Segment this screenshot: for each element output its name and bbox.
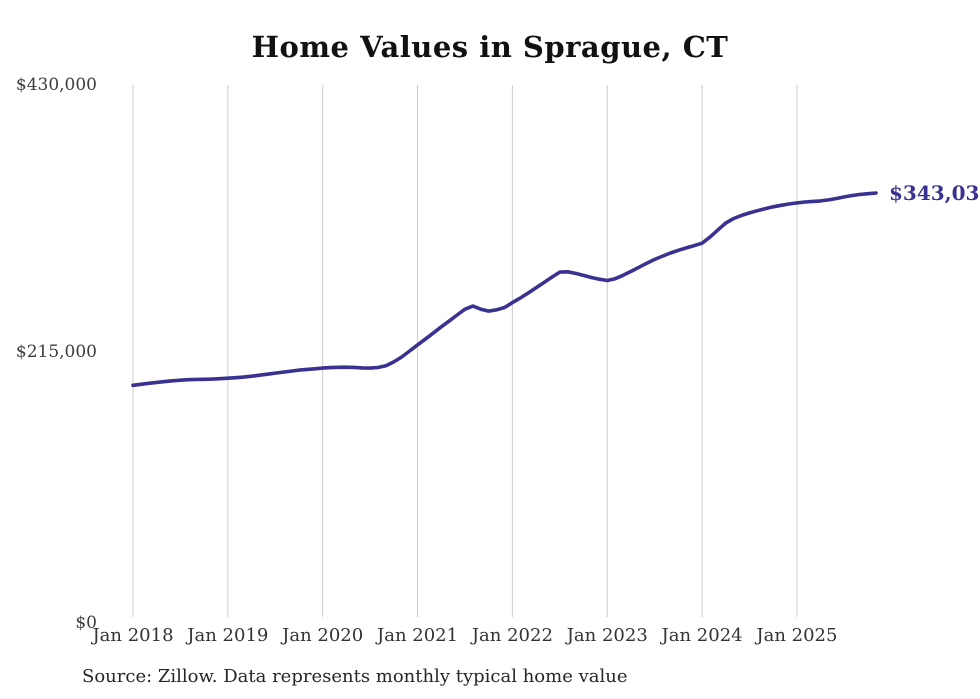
x-axis-tick-label: Jan 2023 — [566, 625, 648, 646]
x-axis-tick-label: Jan 2019 — [187, 625, 269, 646]
source-note: Source: Zillow. Data represents monthly … — [82, 666, 628, 687]
x-axis-tick-label: Jan 2020 — [282, 625, 364, 646]
y-axis-tick-label: $0 — [75, 613, 97, 633]
x-axis-tick-label: Jan 2021 — [377, 625, 459, 646]
x-axis-tick-label: Jan 2018 — [92, 625, 174, 646]
x-axis-tick-label: Jan 2025 — [756, 625, 838, 646]
x-axis-tick-label: Jan 2024 — [661, 625, 743, 646]
chart-title: Home Values in Sprague, CT — [251, 30, 729, 64]
home-value-line — [131, 191, 878, 388]
latest-value-label: $343,036 — [888, 180, 980, 205]
y-axis-tick-label: $430,000 — [15, 75, 97, 95]
x-axis-tick-label: Jan 2022 — [471, 625, 553, 646]
y-axis-tick-label: $215,000 — [15, 342, 97, 362]
